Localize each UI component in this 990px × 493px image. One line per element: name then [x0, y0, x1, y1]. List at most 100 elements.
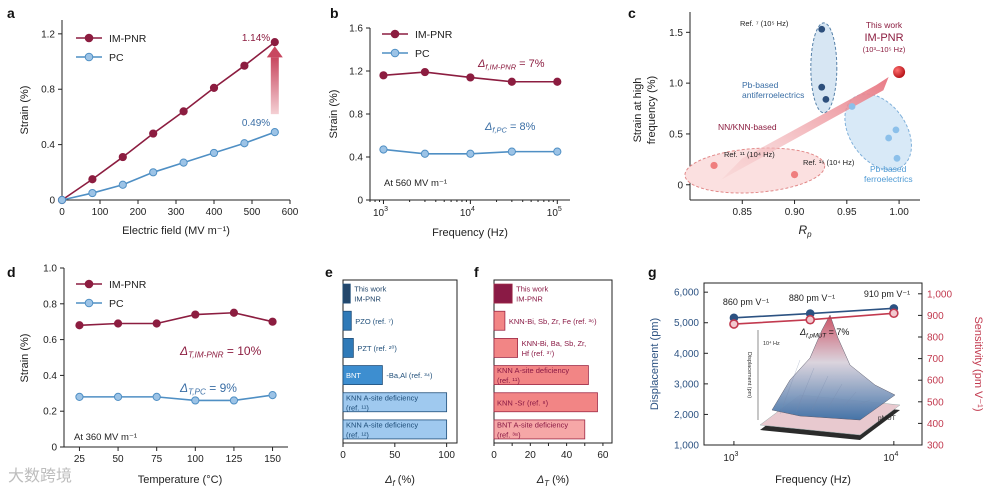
- panel-letter-f: f: [474, 264, 479, 280]
- panel-f-frame: [493, 279, 613, 444]
- panel-e-xtick-label: 100: [438, 450, 455, 461]
- panel-c-group-afe-label2: antiferroelectrics: [742, 90, 804, 100]
- panel-letter-b: b: [330, 5, 339, 21]
- panel-c-point-fe: [885, 134, 893, 142]
- panel-e-xtick-label: 50: [389, 450, 401, 461]
- panel-a-series-imp-point: [149, 129, 158, 138]
- panel-g-inset: [757, 314, 901, 440]
- panel-g-point-label: 860 pm V⁻¹: [723, 297, 769, 307]
- panel-f-bar-label-line2: (ref. ³⁸): [497, 430, 521, 439]
- panel-a-series-pc-point: [240, 139, 249, 148]
- panel-e-bar: [342, 365, 383, 385]
- panel-d-condition: At 360 MV m⁻¹: [74, 432, 137, 443]
- panel-d-legend-entry: PC: [109, 298, 124, 310]
- panel-e-bar-label: This work: [354, 285, 386, 294]
- panel-d-delta-pc: ΔT,PC = 9%: [179, 381, 237, 397]
- panel-d-ytick-label: 0.8: [43, 299, 57, 310]
- panel-g-ytick-left-label: 4,000: [674, 349, 699, 360]
- panel-b-delta-pc-value: = 8%: [507, 121, 536, 133]
- panel-c-this-work-label1: This work: [866, 20, 903, 30]
- panel-c-ytick-label: 1.0: [669, 79, 683, 90]
- panel-d-delta-pc-subscript: T,PC: [188, 388, 206, 397]
- panel-a-series-pc-point: [209, 148, 219, 158]
- panel-b-series-pc-point: [507, 147, 516, 156]
- panel-d-xtick-label: 50: [113, 454, 125, 465]
- panel-d-xtick-label: 125: [226, 454, 243, 465]
- panel-g-delta-value: = 7%: [826, 327, 849, 337]
- panel-a-arrow-head: [266, 46, 283, 58]
- panel-letter-g: g: [648, 264, 657, 280]
- panel-d-xtick-label: 150: [264, 454, 281, 465]
- panel-f-bar-label-line2: Hf (ref. ³⁷): [522, 349, 555, 358]
- panel-g-ytick-right-label: 400: [927, 419, 944, 430]
- panel-b-legend-entry: PC: [415, 48, 430, 60]
- panel-b-xtick-exp: 5: [558, 206, 562, 213]
- panel-d-ytick-label: 0.2: [43, 407, 57, 418]
- panel-f-xtick-label: 40: [561, 450, 573, 461]
- panel-g-ytick-left-label: 3,000: [674, 379, 699, 390]
- panel-d-ylabel: Strain (%): [19, 334, 31, 383]
- panel-a-arrow-shaft: [270, 57, 279, 115]
- panel-c-xlabel: Rp: [798, 223, 812, 239]
- panel-c-trend-arrow: [721, 77, 889, 180]
- panel-f-bar-label: KNN-Bi, Ba, Sb, Zr,: [522, 339, 587, 348]
- panel-g-ytick-right-label: 300: [927, 441, 944, 452]
- panel-g-ytick-right-label: 700: [927, 354, 944, 365]
- panel-a-xtick-label: 400: [206, 207, 223, 218]
- panel-b-series-pc-point: [379, 145, 388, 154]
- panel-d-series-imp-point: [113, 319, 123, 328]
- panel-b-xtick-label: 105: [547, 206, 562, 219]
- panel-a-series-imp-point: [209, 83, 219, 92]
- panel-g-inset-axis-label: Displacement (pm): [746, 352, 752, 398]
- panel-f-bar: [493, 338, 519, 358]
- panel-a-series-pc-point: [179, 158, 188, 167]
- panel-letter-d: d: [7, 264, 16, 280]
- panel-e-bar-label: KNN A-site deficiency: [346, 393, 418, 402]
- panel-b-series-imp-point: [507, 77, 516, 86]
- panel-d-delta-pc-value: = 9%: [206, 381, 237, 395]
- panel-c-point-fe: [848, 103, 856, 110]
- panel-e-bar: [342, 419, 448, 440]
- panel-e-bar-label-line2: (ref. ¹¹): [346, 403, 369, 412]
- panel-d-delta-imp: ΔT,IM-PNR = 10%: [179, 344, 262, 360]
- panel-b-xtick-exp: 3: [384, 206, 388, 213]
- panel-c-ylabel-line1: Strain at high: [632, 78, 644, 143]
- panel-d-series-pc-point: [229, 396, 239, 405]
- panel-b-delta-imp: Δf,IM-PNR = 7%: [477, 58, 545, 72]
- panel-c-xtick-label: 0.85: [733, 207, 753, 218]
- panel-f-bar: [493, 365, 589, 385]
- panel-d-xtick-label: 25: [74, 454, 86, 465]
- panel-b-legend-swatch-marker: [390, 48, 400, 58]
- panel-a-xlabel: Electric field (MV m⁻¹): [122, 225, 230, 237]
- panel-f-bar: [493, 392, 598, 413]
- panel-b-ytick-label: 1.6: [349, 24, 363, 35]
- panel-c-ref-knn11: Ref. ¹¹ (10⁴ Hz): [724, 150, 775, 159]
- panel-g-xtick-exp: 4: [894, 451, 898, 458]
- panel-g-series-sensitivity-point: [889, 308, 899, 319]
- panel-a-series-imp-line: [61, 41, 276, 201]
- panel-c-group-knn-label: NN/KNN-based: [718, 122, 777, 132]
- panel-b-series-imp-point: [466, 73, 475, 82]
- panel-g-ytick-left-label: 1,000: [674, 441, 699, 452]
- panel-a-xtick-label: 600: [282, 207, 299, 218]
- panel-e-bar-label: -Ba,Al (ref. ³⁴): [386, 371, 433, 380]
- panel-g-series-sensitivity-point: [805, 314, 816, 325]
- panel-d-series-imp-point: [75, 321, 84, 330]
- panel-d-series-imp-point: [152, 319, 161, 328]
- panel-g-xtick-base: 10: [883, 453, 895, 464]
- panel-c-ytick-label: 0.5: [669, 129, 683, 140]
- panel-a-series-pc-point: [149, 168, 158, 177]
- panel-b-legend-swatch-marker: [390, 29, 400, 39]
- panel-b-ytick-label: 0: [357, 196, 363, 207]
- panel-d-series-pc-line: [79, 394, 273, 402]
- panel-a-legend-entry: IM-PNR: [109, 33, 147, 45]
- panel-b-series-imp-point: [420, 67, 430, 77]
- panel-letter-c: c: [628, 5, 636, 21]
- panel-c-point-fe: [893, 154, 901, 162]
- panel-g-inset-mesh-line: [827, 383, 843, 409]
- panel-b-series-pc-point: [466, 149, 475, 158]
- panel-b-xtick-exp: 4: [471, 206, 475, 213]
- panel-b-series-pc-point: [553, 147, 562, 156]
- panel-g-ytick-right-label: 800: [927, 333, 944, 344]
